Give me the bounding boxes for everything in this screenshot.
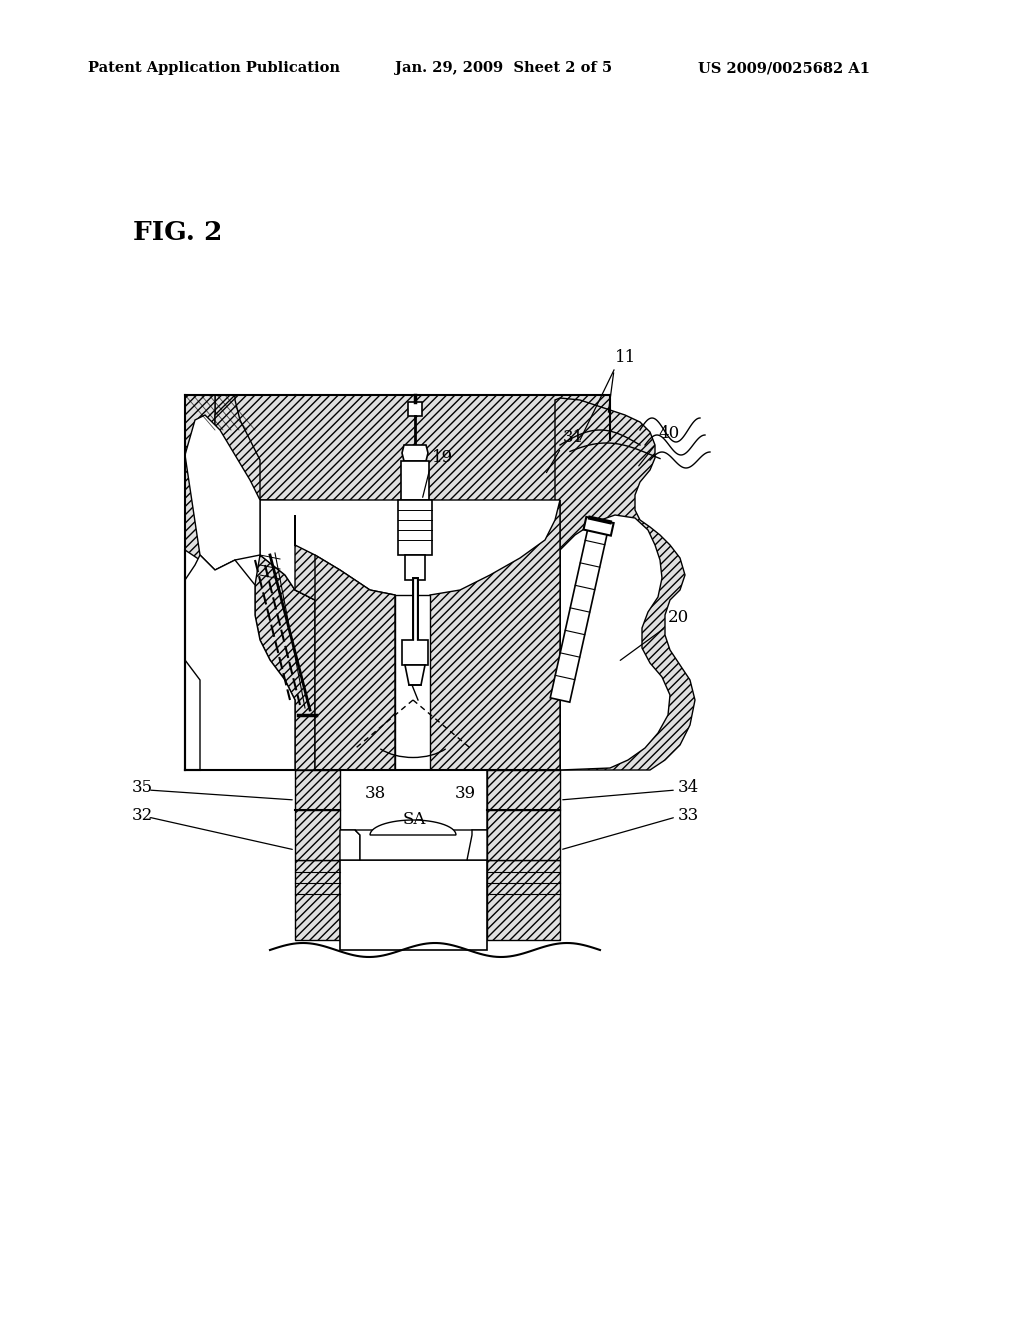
Polygon shape [340, 830, 360, 861]
Text: US 2009/0025682 A1: US 2009/0025682 A1 [698, 61, 870, 75]
Polygon shape [430, 500, 560, 770]
Polygon shape [584, 517, 613, 536]
Text: 32: 32 [132, 807, 154, 824]
Polygon shape [255, 554, 315, 770]
Polygon shape [315, 554, 395, 770]
Polygon shape [295, 861, 340, 940]
Polygon shape [195, 395, 625, 595]
Text: 40: 40 [658, 425, 679, 441]
Text: 33: 33 [678, 807, 699, 824]
Polygon shape [398, 500, 432, 554]
Polygon shape [401, 461, 429, 500]
Text: 39: 39 [455, 784, 476, 801]
Polygon shape [260, 500, 560, 630]
Polygon shape [550, 517, 609, 702]
Polygon shape [555, 399, 695, 770]
Polygon shape [408, 403, 422, 416]
Polygon shape [406, 665, 425, 685]
Polygon shape [487, 861, 560, 940]
Polygon shape [295, 770, 340, 810]
Polygon shape [185, 554, 295, 770]
Polygon shape [395, 595, 430, 770]
Polygon shape [467, 830, 487, 861]
Text: Jan. 29, 2009  Sheet 2 of 5: Jan. 29, 2009 Sheet 2 of 5 [395, 61, 612, 75]
Polygon shape [487, 770, 560, 810]
Text: 11: 11 [615, 350, 636, 367]
Text: 34: 34 [678, 780, 699, 796]
Polygon shape [402, 640, 428, 665]
Text: 19: 19 [432, 449, 454, 466]
Text: 20: 20 [668, 609, 689, 626]
Text: Patent Application Publication: Patent Application Publication [88, 61, 340, 75]
Polygon shape [340, 861, 487, 950]
Text: FIG. 2: FIG. 2 [133, 220, 222, 246]
Polygon shape [215, 395, 260, 500]
Polygon shape [402, 445, 428, 461]
Polygon shape [560, 515, 670, 770]
Text: 35: 35 [132, 780, 154, 796]
Polygon shape [185, 414, 260, 570]
Polygon shape [340, 770, 487, 861]
Polygon shape [295, 810, 340, 861]
Polygon shape [295, 515, 395, 630]
Polygon shape [406, 554, 425, 579]
Text: 38: 38 [365, 784, 386, 801]
Polygon shape [355, 830, 472, 861]
Text: SA: SA [403, 812, 426, 829]
Text: 31: 31 [563, 429, 585, 446]
Polygon shape [195, 395, 260, 554]
Polygon shape [370, 820, 456, 836]
Polygon shape [185, 395, 215, 570]
Polygon shape [487, 810, 560, 861]
